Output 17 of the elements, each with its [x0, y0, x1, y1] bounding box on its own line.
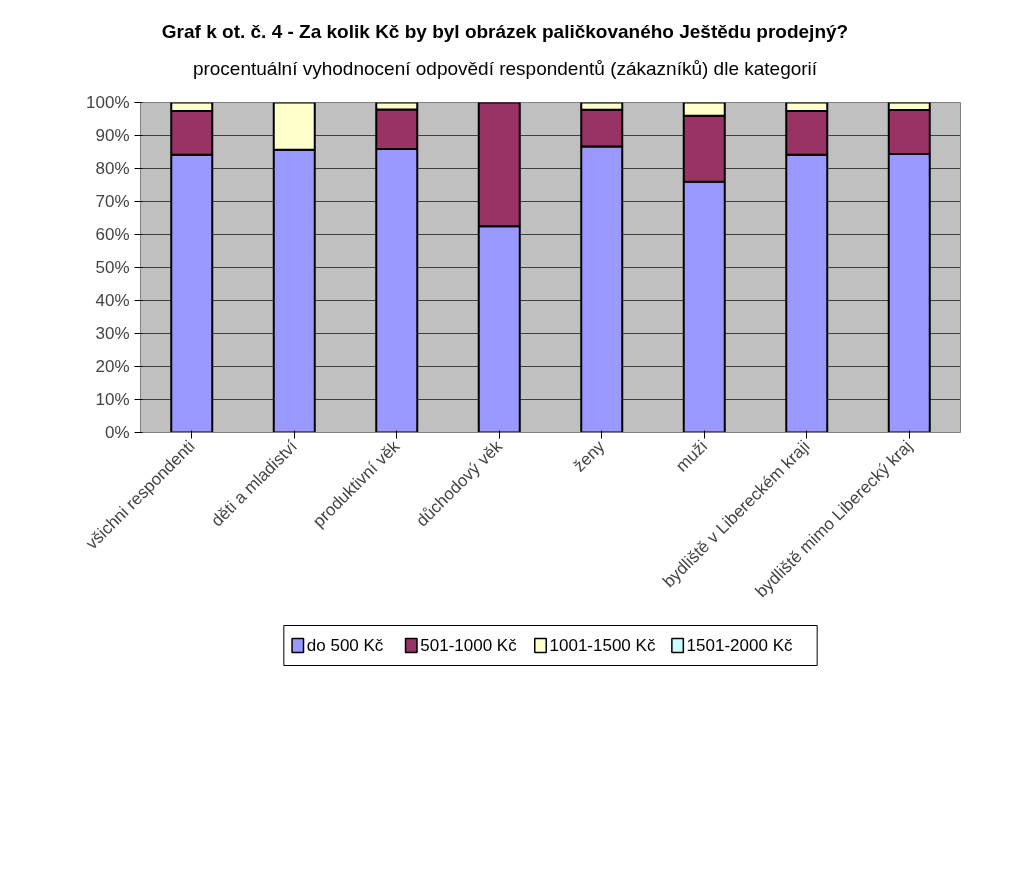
legend-label: do 500 Kč: [306, 636, 384, 656]
y-tick-label: 50%: [95, 258, 130, 278]
y-tick-label: 40%: [95, 291, 130, 311]
chart-subtitle: procentuální vyhodnocení odpovědí respondentů (zákazníků) dle kategorií: [192, 57, 818, 82]
legend-label: 1501-2000 Kč: [686, 636, 793, 656]
legend-label: 501-1000 Kč: [420, 636, 518, 656]
y-tick-label: 70%: [95, 192, 130, 212]
y-tick-label: 30%: [95, 324, 130, 344]
legend-label: 1001-1500 Kč: [549, 636, 656, 656]
y-tick-label: 90%: [95, 126, 130, 146]
y-tick-label: 100%: [86, 93, 130, 113]
y-tick-label: 20%: [95, 357, 130, 377]
y-tick-label: 80%: [95, 159, 130, 179]
y-tick-label: 10%: [95, 390, 130, 410]
chart-title: Graf k ot. č. 4 - Za kolik Kč by byl obrázek paličkovaného Ještědu prodejný?: [161, 20, 849, 44]
y-tick-label: 60%: [95, 225, 130, 245]
y-tick-label: 0%: [104, 423, 130, 443]
